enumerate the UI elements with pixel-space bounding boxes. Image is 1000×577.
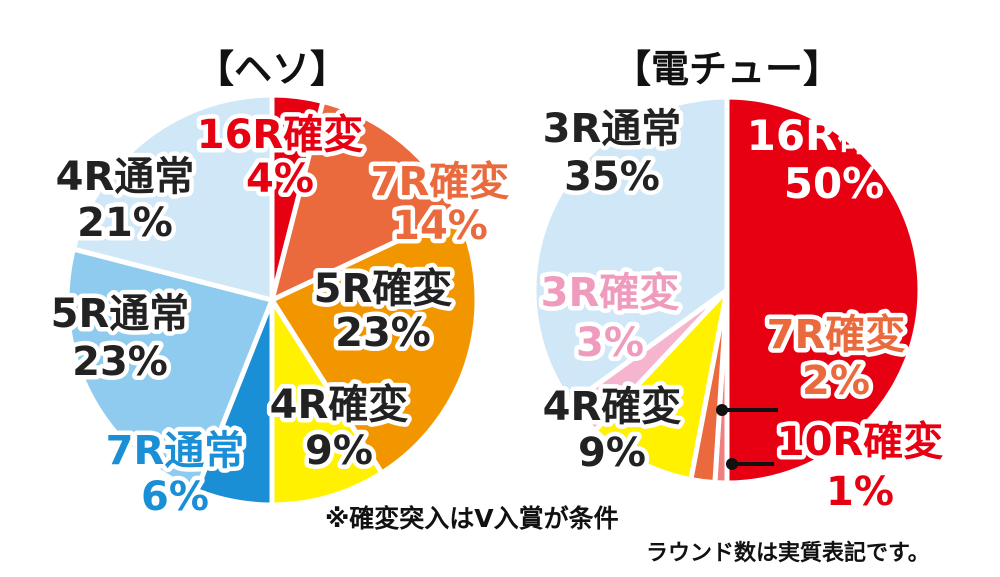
leader-dot-7r-kakuhen [716,404,728,416]
denchu-slice-16r-kakuhen [724,94,923,486]
heso-label-4r-tsujo: 4R通常 [56,154,195,200]
heso-value-7r-kakuhen: 14% [392,203,488,249]
heso-label-4r-kakuhen: 4R確変 [270,382,409,428]
heso-label-5r-kakuhen: 5R確変 [314,266,453,312]
denchu-value-16r-kakuhen: 50% [784,159,885,208]
heso-value-4r-tsujo: 21% [77,200,173,246]
denchu-label-10r-kakuhen: 10R確変 [777,419,943,465]
leader-dot-10r-kakuhen [726,458,738,470]
denchu-label-3r-tsujo: 3R通常 [543,106,682,152]
round-note: ラウンド数は実質表記です。 [646,540,930,566]
denchu-slice-3r-tsujo [531,94,730,406]
heso-label-16r-kakuhen: 16R確変 [197,112,363,158]
heso-value-16r-kakuhen: 4% [246,156,314,202]
condition-note: ※確変突入はV入賞が条件 [325,504,619,533]
heso-slice-7r-kakuhen [269,98,460,303]
heso-value-7r-tsujo: 6% [141,474,209,520]
heso-value-4r-kakuhen: 9% [305,428,373,474]
heso-slices [64,92,480,508]
denchu-value-10r-kakuhen: 1% [826,469,894,515]
denchu-value-7r-kakuhen: 2% [802,358,870,404]
heso-label-7r-kakuhen: 7R確変 [371,159,510,205]
heso-label-5r-tsujo: 5R通常 [51,291,190,337]
heso-value-5r-kakuhen: 23% [335,310,431,356]
heso-label-7r-tsujo: 7R通常 [106,428,245,474]
heso-pie-title: 【ヘソ】 [196,47,348,91]
heso-slice-4r-tsujo [70,92,275,303]
denchu-label-4r-kakuhen: 4R確変 [543,384,682,430]
heso-slice-5r-tsujo [64,246,275,494]
denchu-value-4r-kakuhen: 9% [578,430,646,476]
denchu-slices [531,94,923,486]
heso-slice-4r-kakuhen [269,297,385,508]
denchu-label-3r-kakuhen: 3R確変 [541,270,680,316]
denchu-pie-title: 【電チュー】 [613,47,841,91]
denchu-label-7r-kakuhen: 7R確変 [767,312,906,358]
denchu-value-3r-tsujo: 35% [564,154,660,200]
heso-value-5r-tsujo: 23% [72,339,168,385]
denchu-value-3r-kakuhen: 3% [576,320,644,366]
heso-slice-5r-kakuhen [269,210,480,476]
denchu-slice-4r-kakuhen [592,287,730,483]
denchu-label-16r-kakuhen: 16R確変 [747,111,922,160]
